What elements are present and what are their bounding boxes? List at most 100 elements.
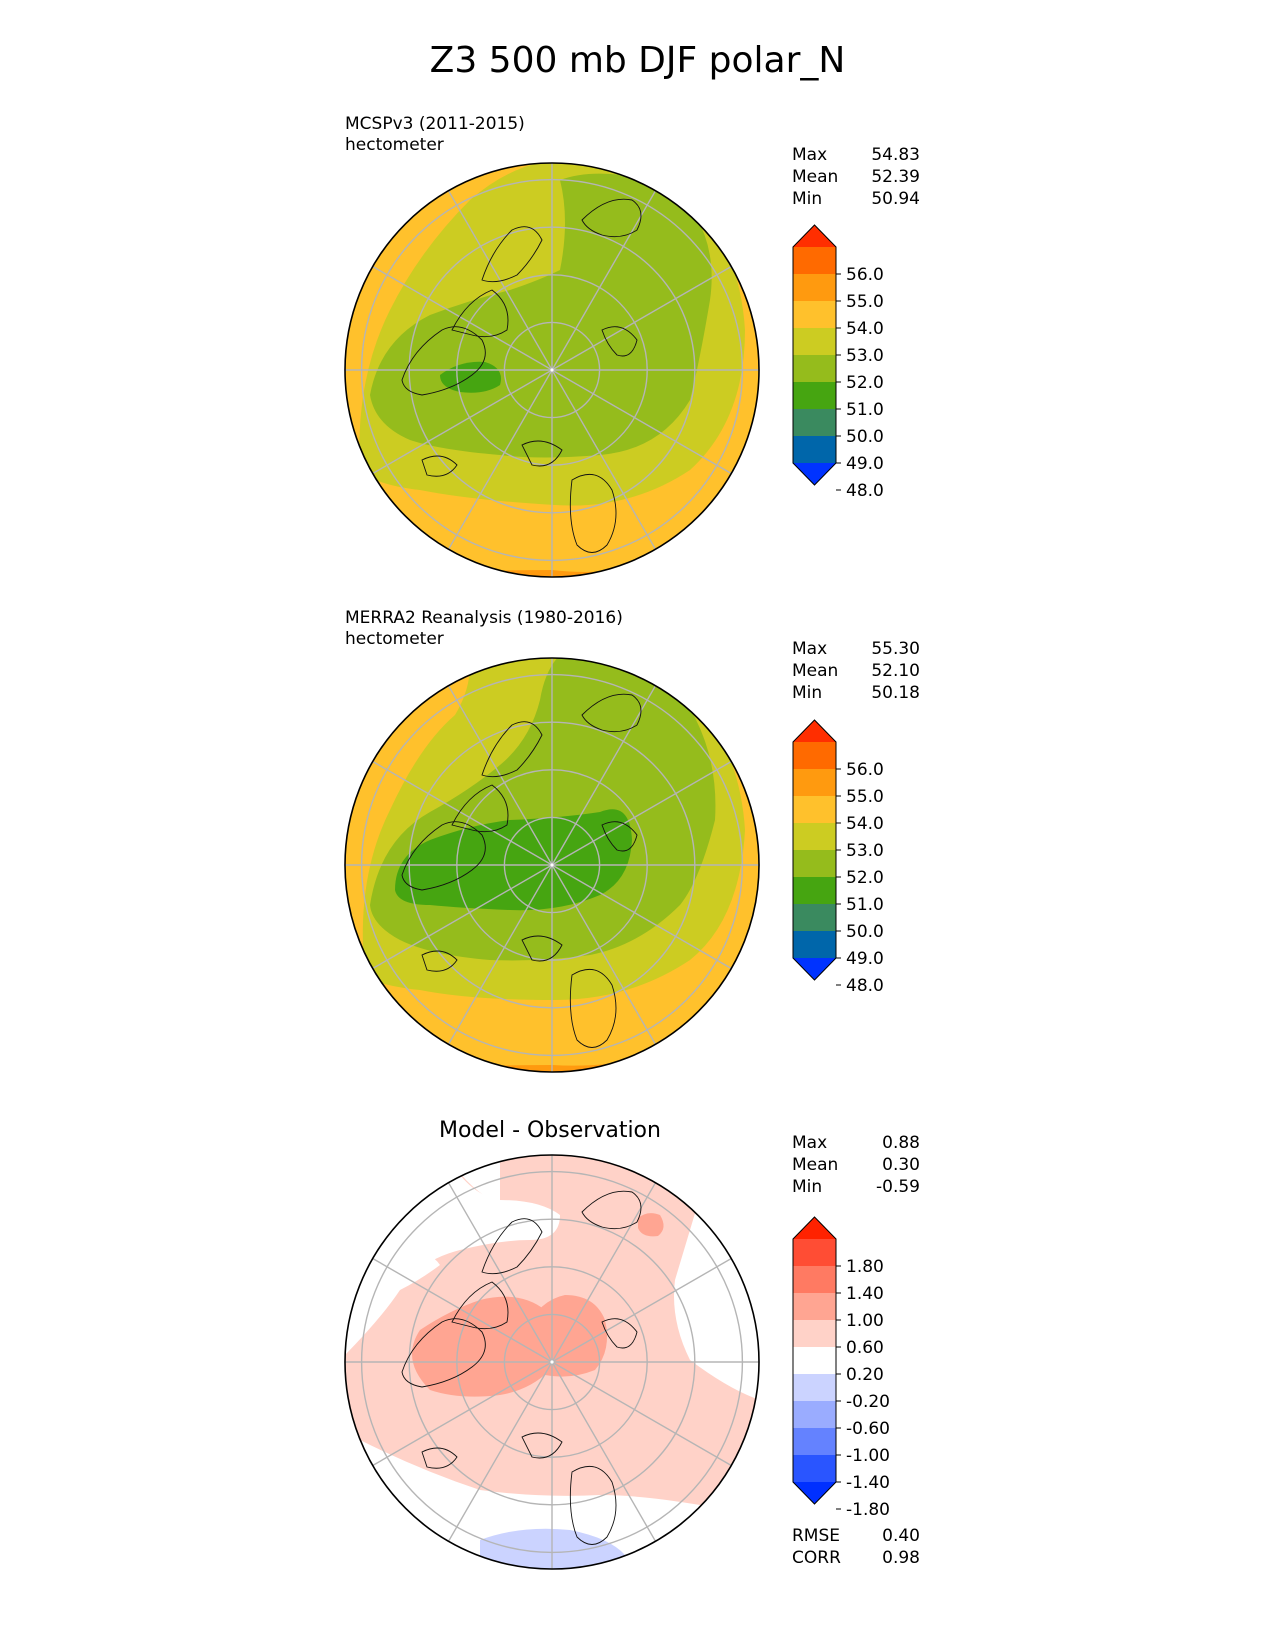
map-overlays (344, 162, 760, 1570)
coastline (569, 473, 617, 553)
stat-mean: Mean 0.30 (792, 1155, 920, 1175)
colorbar-segment (793, 1266, 836, 1293)
longitude-gridline (551, 369, 732, 475)
coastline (581, 198, 642, 238)
colorbar-tick-label: 56.0 (846, 760, 884, 780)
colorbar-extend-max (793, 225, 836, 247)
longitude-gridline (551, 760, 732, 866)
longitude-gridline (372, 369, 553, 475)
colorbar-tick-label: 1.80 (846, 1257, 884, 1277)
coastline (421, 455, 458, 477)
coastline (451, 289, 509, 338)
coastline (451, 784, 509, 833)
colorbar-segment (793, 1320, 836, 1347)
colorbar-segment (793, 1428, 836, 1455)
coastline (421, 1447, 458, 1469)
diff-extra-stats: RMSE 0.40 CORR 0.98 (792, 1525, 920, 1569)
colorbar-tick-label: 1.00 (846, 1311, 884, 1331)
colorbar-tick-label: -0.60 (846, 1419, 890, 1439)
coastline (451, 1281, 509, 1330)
longitude-gridline (551, 685, 657, 866)
model-label-name: MCSPv3 (2011-2015) (345, 114, 525, 134)
obs-label-name: MERRA2 Reanalysis (1980-2016) (345, 608, 623, 628)
coastline (521, 440, 563, 467)
colorbar-segment (793, 301, 836, 328)
longitude-gridline (551, 265, 732, 371)
longitude-gridline (372, 864, 553, 970)
coastline (601, 821, 638, 852)
field-band (412, 1296, 554, 1397)
longitude-gridline (447, 685, 553, 866)
coastline (401, 821, 486, 891)
longitude-gridline (447, 1361, 553, 1542)
longitude-gridline (551, 1257, 732, 1363)
coastline (581, 693, 642, 733)
stat-min: Min 50.18 (792, 683, 920, 703)
figure-title: Z3 500 mb DJF polar_N (429, 40, 846, 81)
colorbar-segment (793, 931, 836, 958)
colorbar-segment (793, 1239, 836, 1266)
stat-min: Min 50.94 (792, 189, 920, 209)
colorbar-tick-label: 51.0 (846, 895, 884, 915)
longitude-gridline (551, 1361, 732, 1467)
longitude-gridline (551, 864, 732, 970)
coastline (481, 1218, 543, 1275)
coastline (601, 1318, 638, 1349)
longitude-gridline (551, 864, 657, 1045)
colorbars: 56.0 55.0 54.0 53.0 52.0 51.0 50.0 49.0 48.0 56.0… (792, 224, 890, 1520)
colorbar-tick-label: 52.0 (846, 868, 884, 888)
longitude-gridline (447, 369, 553, 550)
longitude-gridline (447, 1182, 553, 1363)
colorbar-extend-min (793, 958, 836, 980)
colorbar-segment (793, 436, 836, 463)
colorbar-extend-max (793, 1217, 836, 1239)
colorbar-segment (793, 1374, 836, 1401)
coastline (481, 226, 543, 283)
longitude-gridline (551, 369, 657, 550)
colorbar-tick-label: 56.0 (846, 265, 884, 285)
coastline (569, 1465, 617, 1545)
map-boundary (344, 1154, 760, 1570)
coastline (401, 326, 486, 396)
longitude-gridline (372, 1361, 553, 1467)
coastline (569, 968, 617, 1048)
map-boundary (344, 162, 760, 578)
coastline (601, 326, 638, 357)
colorbar-tick-label: 50.0 (846, 427, 884, 447)
colorbar-tick-label: 54.0 (846, 319, 884, 339)
colorbar-extend-max (793, 720, 836, 742)
coastline (521, 935, 563, 962)
diff-panel-title: Model - Observation (439, 1118, 661, 1143)
longitude-gridline (372, 1257, 553, 1363)
colorbar-tick-label: 1.40 (846, 1284, 884, 1304)
colorbar-tick-label: 0.60 (846, 1338, 884, 1358)
coastline (421, 950, 458, 972)
colorbar-tick-label: 53.0 (846, 346, 884, 366)
diff-map (345, 1155, 759, 1569)
colorbar-tick-label: 49.0 (846, 949, 884, 969)
colorbar-segment (793, 850, 836, 877)
model-panel-label: MCSPv3 (2011-2015) hectometer (345, 114, 525, 156)
colorbar-segment (793, 355, 836, 382)
colorbar-segment (793, 877, 836, 904)
map-overlay-2 (344, 1154, 760, 1570)
obs-panel-label: MERRA2 Reanalysis (1980-2016) hectometer (345, 608, 623, 650)
diff-stats: Max 0.88 Mean 0.30 Min -0.59 (792, 1132, 920, 1198)
map-boundary (344, 657, 760, 1073)
colorbar-tick-label: 48.0 (846, 976, 884, 996)
model-label-units: hectometer (345, 135, 444, 155)
colorbar-segment (793, 274, 836, 301)
colorbar-tick-label: 55.0 (846, 787, 884, 807)
longitude-gridline (447, 864, 553, 1045)
colorbar-segment (793, 1401, 836, 1428)
colorbar-tick-label: -1.40 (846, 1473, 890, 1493)
stat-max: Max 54.83 (792, 145, 920, 165)
longitude-gridline (551, 1361, 657, 1542)
colorbar-extend-min (793, 463, 836, 485)
colorbar-tick-label: -0.20 (846, 1392, 890, 1412)
map-overlay-1 (344, 657, 760, 1073)
coastline (401, 1318, 486, 1388)
longitude-gridline (372, 265, 553, 371)
colorbar-tick-label: 55.0 (846, 292, 884, 312)
